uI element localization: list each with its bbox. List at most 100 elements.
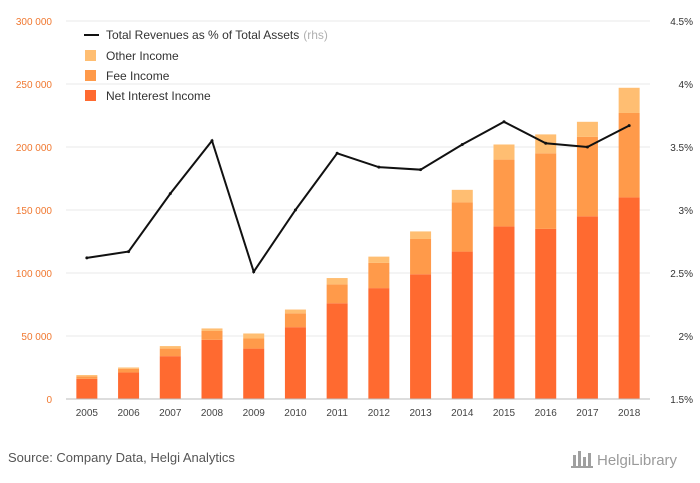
y-right-tick-label: 2.5%: [670, 269, 693, 280]
line-point: [293, 208, 297, 212]
bar-segment: [243, 333, 265, 339]
x-tick-label: 2005: [76, 408, 99, 419]
bar-segment: [201, 328, 223, 331]
legend-swatch: [85, 70, 96, 81]
x-tick-label: 2006: [117, 408, 140, 419]
y-right-tick-label: 3%: [679, 206, 694, 217]
bar-segment: [493, 144, 515, 160]
bar-segment: [576, 136, 598, 217]
legend-line-name: Total Revenues as % of Total Assets: [106, 28, 299, 42]
source-caption: Source: Company Data, Helgi Analytics: [8, 450, 235, 465]
bar-segment: [284, 327, 306, 399]
y-left-tick-label: 150 000: [16, 206, 53, 217]
y-right-tick-label: 1.5%: [670, 395, 693, 406]
bar-segment: [368, 256, 390, 263]
line-point: [252, 270, 256, 274]
x-tick-label: 2008: [201, 408, 224, 419]
y-left-tick-label: 250 000: [16, 80, 53, 91]
y-right-tick-label: 4%: [679, 80, 694, 91]
y-left-tick-label: 100 000: [16, 269, 53, 280]
legend-line-axis-note: (rhs): [303, 28, 328, 42]
y-right-tick-label: 2%: [679, 332, 694, 343]
x-tick-label: 2007: [159, 408, 182, 419]
line-series: [85, 120, 631, 275]
x-tick-label: 2018: [618, 408, 641, 419]
bar-segment: [535, 228, 557, 399]
x-tick-label: 2012: [368, 408, 391, 419]
bar-segment: [451, 189, 473, 203]
brand-name: HelgiLibrary: [597, 452, 678, 469]
legend: Total Revenues as % of Total Assets (rhs)…: [84, 28, 328, 103]
x-tick-label: 2014: [451, 408, 474, 419]
bar-segment: [284, 313, 306, 328]
bar-segment: [576, 216, 598, 399]
bar-segment: [493, 226, 515, 399]
bar-segment: [410, 274, 432, 399]
bar-segment: [451, 251, 473, 399]
bar-segment: [118, 372, 140, 399]
bar-segment: [76, 375, 98, 377]
bar-segment: [159, 346, 181, 349]
bar-segment: [159, 348, 181, 357]
legend-label: Other Income: [106, 49, 179, 63]
legend-label: Fee Income: [106, 69, 170, 83]
line-point: [168, 192, 172, 196]
legend-swatch: [85, 50, 96, 61]
bar-segment: [368, 288, 390, 399]
x-tick-label: 2009: [243, 408, 266, 419]
bar-segment: [326, 278, 348, 285]
y-right-tick-label: 3.5%: [670, 143, 693, 154]
line-point: [544, 141, 548, 145]
line-point: [85, 256, 89, 260]
legend-swatch: [85, 90, 96, 101]
bar-segment: [201, 339, 223, 399]
bar-segment: [410, 238, 432, 275]
bar-segment: [535, 153, 557, 229]
line-point: [419, 168, 423, 172]
bar-segment: [326, 284, 348, 304]
bar-segment: [368, 262, 390, 289]
bar-segment: [410, 231, 432, 239]
line-point: [627, 124, 631, 128]
y-right-tick-label: 4.5%: [670, 17, 693, 28]
line-point: [585, 145, 589, 149]
legend-label-line: Total Revenues as % of Total Assets (rhs): [106, 28, 328, 42]
line-point: [127, 250, 131, 254]
bar-segment: [451, 202, 473, 252]
x-tick-label: 2017: [576, 408, 599, 419]
line-point: [502, 120, 506, 124]
y-left-tick-label: 200 000: [16, 143, 53, 154]
bar-segment: [326, 303, 348, 399]
bar-segment: [118, 367, 140, 369]
bar-segment: [159, 356, 181, 399]
y-left-tick-label: 50 000: [21, 332, 52, 343]
line-point: [335, 151, 339, 155]
line-point: [377, 165, 381, 169]
bar-segment: [243, 338, 265, 349]
bar-segment: [284, 309, 306, 314]
x-tick-label: 2013: [409, 408, 432, 419]
bar-segment: [118, 368, 140, 373]
bar-segment: [618, 197, 640, 399]
bar-segment: [76, 378, 98, 399]
bars: [76, 87, 640, 399]
y-left-tick-label: 300 000: [16, 17, 53, 28]
line-point: [210, 139, 214, 143]
bar-segment: [76, 376, 98, 379]
line-point: [460, 142, 464, 146]
brand-logo: HelgiLibrary: [571, 451, 678, 469]
x-tick-label: 2011: [326, 408, 348, 419]
legend-label: Net Interest Income: [106, 89, 211, 103]
library-icon: [571, 451, 593, 468]
y-left-tick-label: 0: [46, 395, 52, 406]
revenue-ratio-line: [86, 120, 630, 275]
bar-segment: [618, 87, 640, 113]
bar-segment: [576, 121, 598, 137]
bar-segment: [201, 330, 223, 340]
x-tick-label: 2015: [493, 408, 516, 419]
axes: 0 50 000 100 000 150 000 200 000 250 000 300 0…: [16, 17, 693, 419]
x-tick-label: 2016: [535, 408, 558, 419]
bar-segment: [493, 159, 515, 227]
